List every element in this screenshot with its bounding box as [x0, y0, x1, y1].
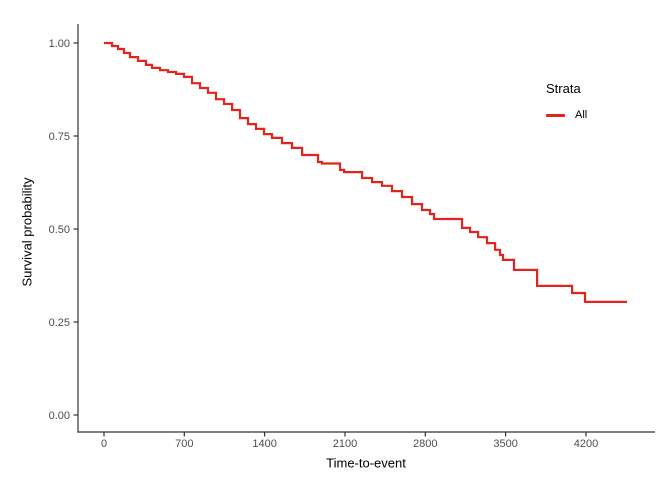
survival-curve: [104, 41, 627, 303]
x-tick-label: 0: [101, 438, 107, 450]
y-tick-label: 0.25: [49, 317, 70, 329]
x-tick-label: 1400: [252, 438, 276, 450]
x-tick-label: 2100: [333, 438, 357, 450]
x-axis-title: Time-to-event: [326, 455, 406, 471]
x-tick-label: 3500: [493, 438, 517, 450]
legend: Strata All: [546, 81, 587, 121]
legend-item: All: [546, 109, 587, 121]
y-tick-label: 0.75: [49, 131, 70, 143]
y-tick-label: 0.50: [49, 224, 70, 236]
x-tick-label: 4200: [574, 438, 598, 450]
legend-title: Strata: [546, 81, 581, 96]
y-tick-label: 0.00: [49, 410, 70, 422]
y-tick-label: 1.00: [49, 38, 70, 50]
y-axis-title: Survival probability: [19, 177, 35, 287]
x-tick-label: 2800: [413, 438, 437, 450]
x-tick-label: 700: [175, 438, 193, 450]
legend-item-label: All: [575, 109, 588, 121]
legend-key-line-icon: [546, 113, 565, 117]
